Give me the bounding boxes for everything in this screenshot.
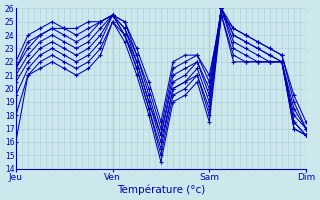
X-axis label: Température (°c): Température (°c) — [117, 185, 205, 195]
